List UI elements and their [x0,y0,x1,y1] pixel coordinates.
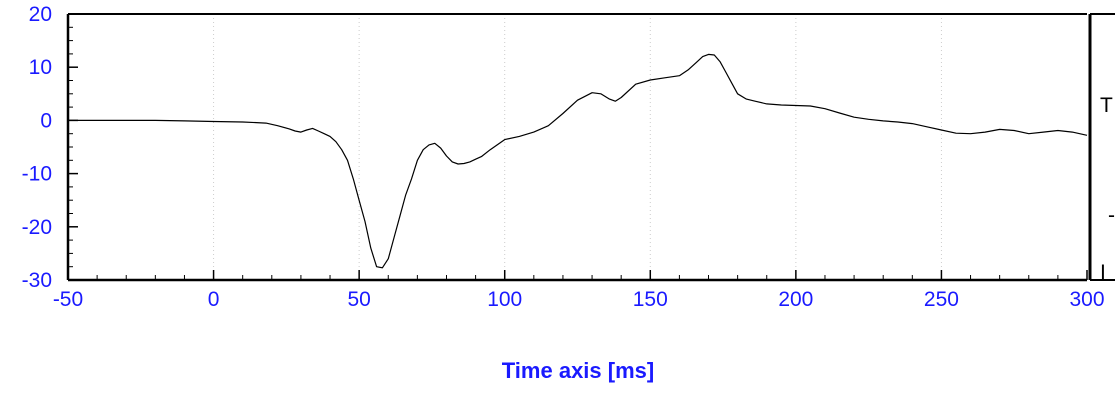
x-tick-label: 250 [924,288,959,311]
x-tick-label: -50 [53,288,83,311]
tick-labels: -50 0 50 100 150 200 250 300 -30 -20 -10 0 10 20 [22,3,1105,311]
axes [66,13,1087,282]
x-tick-label: 150 [633,288,668,311]
legend-box-partial: T - I [1088,13,1115,284]
y-tick-label: 10 [29,56,52,79]
series-layer [68,53,1088,269]
x-tick-label: 100 [487,288,522,311]
y-tick-label: -10 [22,163,52,186]
x-tick-label: 50 [347,288,370,311]
legend-text-fragment-2: - [1108,204,1115,227]
x-tick-label: 200 [778,288,813,311]
y-tick-label: -30 [22,269,52,292]
y-tick-label: 0 [40,109,52,132]
y-tick-label: -20 [22,216,52,239]
x-axis-title: Time axis [ms] [502,358,654,383]
axis-ticks [67,13,1088,281]
legend-text-fragment-3: I [1100,261,1106,284]
legend-text-fragment-1: T [1100,94,1113,117]
x-tick-label: 0 [208,288,220,311]
grid-lines [213,14,942,280]
series-line-0 [68,53,1088,269]
x-tick-label: 300 [1069,288,1104,311]
y-tick-label: 20 [29,3,52,26]
